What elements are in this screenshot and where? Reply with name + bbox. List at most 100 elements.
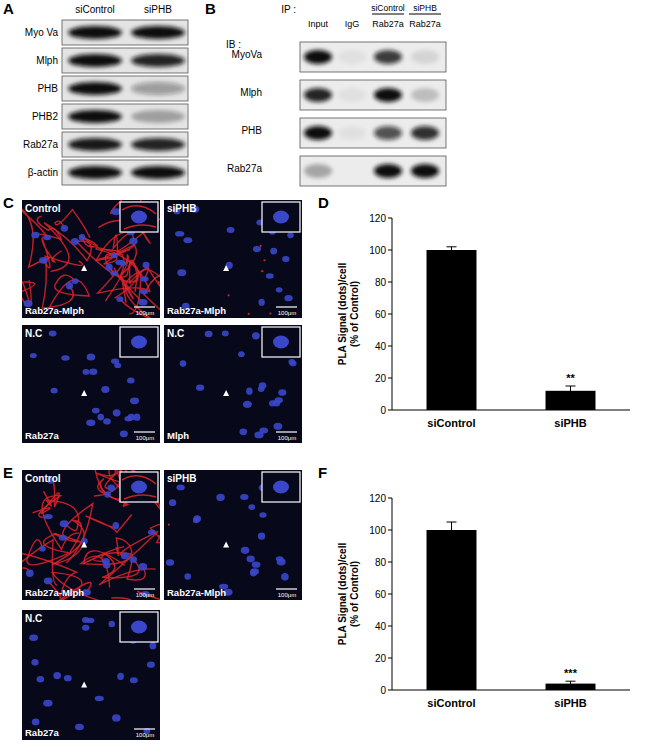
nucleus xyxy=(49,330,57,336)
pla-filament xyxy=(86,515,132,533)
nucleus xyxy=(86,420,95,427)
arrowhead xyxy=(223,390,229,396)
row-label: Rab27a xyxy=(23,139,58,150)
nucleus xyxy=(149,642,156,649)
nucleus xyxy=(37,676,45,683)
nucleus xyxy=(239,428,247,435)
nucleus xyxy=(75,724,84,730)
nucleus xyxy=(289,361,296,367)
nucleus xyxy=(71,238,79,245)
pla-signal xyxy=(227,219,275,315)
scale-label: 100μm xyxy=(278,435,296,441)
blot-band xyxy=(68,82,122,95)
scale-label: 100μm xyxy=(136,732,154,738)
arrowhead xyxy=(81,265,87,271)
nucleus xyxy=(112,522,119,529)
column-label: Rab27a xyxy=(409,19,441,29)
blot-band xyxy=(411,88,439,102)
x-tick-label: siControl xyxy=(427,697,475,709)
plot-area xyxy=(427,247,596,410)
y-tick xyxy=(388,346,392,347)
blot-band xyxy=(304,126,332,140)
blot-band xyxy=(411,164,439,178)
y-axis xyxy=(392,218,393,410)
pla-filament xyxy=(111,592,160,600)
y-tick xyxy=(388,314,392,315)
nucleus xyxy=(134,414,141,421)
y-tick-label: 40 xyxy=(375,341,387,352)
y-axis-label: PLA Signal (dots)/cell xyxy=(337,263,348,366)
blot-row xyxy=(300,156,446,186)
nucleus xyxy=(89,368,97,375)
inset xyxy=(262,202,300,232)
nucleus xyxy=(284,295,292,301)
y-tick xyxy=(388,690,392,691)
nucleus xyxy=(253,246,261,252)
y-tick-label: 100 xyxy=(369,245,386,256)
condition-label: siPHB xyxy=(167,203,196,214)
y-tick-label: 20 xyxy=(375,373,387,384)
row-label: PHB xyxy=(241,125,262,136)
micrograph xyxy=(164,200,302,318)
blot-frame xyxy=(62,160,188,185)
blot-band xyxy=(374,126,402,140)
y-axis-label: PLA Signal (dots)/cell xyxy=(337,543,348,646)
bar xyxy=(427,530,477,690)
y-tick-label: 120 xyxy=(369,493,386,504)
blot-frame xyxy=(62,76,188,101)
blot-row xyxy=(300,80,446,110)
y-tick-label: 100 xyxy=(369,525,386,536)
image-bg xyxy=(22,200,160,318)
column-label: IgG xyxy=(345,19,360,29)
panel-label: F xyxy=(318,464,327,481)
ip-label: IP : xyxy=(281,4,296,15)
pla-dot xyxy=(260,245,262,247)
nucleus xyxy=(147,662,155,668)
nucleus xyxy=(39,257,48,264)
blot-frame xyxy=(300,42,446,72)
blot-frame xyxy=(300,156,446,186)
group-label: siControl xyxy=(371,3,405,13)
x-tick-label: siControl xyxy=(427,417,475,429)
inset xyxy=(120,472,158,502)
blot-row xyxy=(62,104,188,129)
blot-band xyxy=(68,26,122,39)
inset-nucleus xyxy=(273,211,289,224)
pla-filament xyxy=(39,496,79,550)
column-label: Input xyxy=(308,19,329,29)
y-tick xyxy=(388,218,392,219)
y-tick-label: 60 xyxy=(375,589,387,600)
image-bg xyxy=(22,470,160,600)
row-label: β-actin xyxy=(28,167,58,178)
pla-filament xyxy=(99,531,158,584)
y-tick xyxy=(388,530,392,531)
y-tick-label: 80 xyxy=(375,557,387,568)
probe-label: Rab27a xyxy=(25,727,60,738)
y-tick xyxy=(388,250,392,251)
image-bg xyxy=(22,610,160,740)
image-bg xyxy=(164,325,302,443)
error-bar xyxy=(447,522,457,538)
blot-frame xyxy=(300,118,446,148)
nucleus xyxy=(105,264,112,271)
nucleus xyxy=(180,360,187,367)
blot-band xyxy=(304,50,332,64)
error-cap xyxy=(566,681,576,682)
pla-dot xyxy=(227,294,229,296)
row-label: MyoVa xyxy=(232,49,263,60)
blot-frame xyxy=(62,132,188,157)
inset xyxy=(120,202,158,232)
blot-frame xyxy=(300,80,446,110)
error-bar xyxy=(447,247,457,253)
blot-band xyxy=(68,110,122,123)
group-line xyxy=(372,14,404,15)
inset-nucleus xyxy=(131,211,147,224)
y-tick-label: 0 xyxy=(380,405,386,416)
pla-filament xyxy=(52,521,84,565)
nucleus xyxy=(250,568,259,574)
scale-label: 100μm xyxy=(278,592,296,598)
nucleus xyxy=(127,377,135,383)
nucleus xyxy=(26,570,34,578)
inset xyxy=(262,472,300,502)
blot-band xyxy=(338,50,366,64)
